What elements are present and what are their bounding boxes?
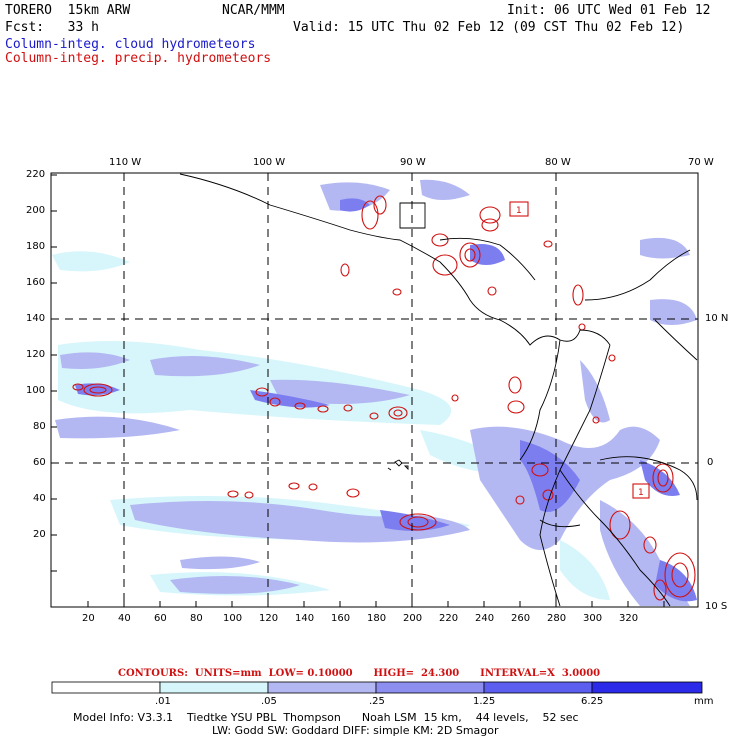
plot-frame: [50, 172, 699, 608]
y-tick-label: 80: [33, 421, 46, 432]
x-tick-label: 40: [118, 613, 131, 624]
y-tick-label: 220: [26, 169, 46, 180]
lon-label-90w: 90 W: [400, 157, 426, 168]
x-tick-label: 260: [511, 613, 531, 624]
init-time: Init: 06 UTC Wed 01 Feb 12: [507, 3, 711, 18]
axis-ticks: [51, 174, 665, 607]
x-tick-label: 80: [190, 613, 203, 624]
y-tick-label: 40: [33, 493, 46, 504]
precip-field-title: Column-integ. precip. hydrometeors: [5, 51, 272, 66]
lon-label-110w: 110 W: [109, 157, 142, 168]
y-tick-label: 100: [26, 385, 46, 396]
precip-contours: [72, 195, 696, 601]
colorbar-label: .05: [261, 696, 277, 707]
colorbar-bin: [483, 681, 593, 694]
lat-label-10s: 10 S: [705, 601, 728, 612]
model-name: TORERO 15km ARW: [5, 3, 131, 18]
colorbar-bin: [267, 681, 377, 694]
y-tick-label: 20: [33, 529, 46, 540]
organization: NCAR/MMM: [222, 3, 285, 18]
x-tick-label: 280: [547, 613, 567, 624]
lon-label-70w: 70 W: [688, 157, 714, 168]
x-tick-label: 140: [295, 613, 315, 624]
colorbar-label: 1.25: [473, 696, 496, 707]
x-tick-label: 200: [403, 613, 423, 624]
x-tick-label: 20: [82, 613, 95, 624]
colorbar-label: 6.25: [581, 696, 604, 707]
x-tick-label: 60: [154, 613, 167, 624]
x-tick-label: 220: [439, 613, 459, 624]
y-tick-label: 200: [26, 205, 46, 216]
colorbar-label: .01: [155, 696, 171, 707]
y-tick-label: 180: [26, 241, 46, 252]
y-tick-label: 160: [26, 277, 46, 288]
lon-label-100w: 100 W: [253, 157, 286, 168]
model-physics: LW: Godd SW: Goddard DIFF: simple KM: 2D…: [212, 724, 499, 737]
y-tick-label: 120: [26, 349, 46, 360]
y-tick-label: 140: [26, 313, 46, 324]
graticule: [51, 173, 698, 607]
contour-info: CONTOURS: UNITS=mm LOW= 0.10000 HIGH= 24…: [118, 668, 601, 679]
x-tick-label: 320: [619, 613, 639, 624]
colorbar-bin: [51, 681, 161, 694]
x-tick-label: 100: [223, 613, 243, 624]
x-tick-label: 300: [583, 613, 603, 624]
colorbar-bin: [591, 681, 703, 694]
coastlines: [179, 173, 698, 607]
colorbar-units: mm: [694, 696, 714, 707]
colorbar-bin: [375, 681, 485, 694]
colorbar-label: .25: [369, 696, 385, 707]
colorbar-bin: [159, 681, 269, 694]
x-tick-label: 120: [259, 613, 279, 624]
x-tick-label: 160: [331, 613, 351, 624]
lon-label-80w: 80 W: [545, 157, 571, 168]
max-box-label-north: 1: [516, 206, 522, 216]
y-tick-label: 60: [33, 457, 46, 468]
cloud-field-title: Column-integ. cloud hydrometeors: [5, 37, 256, 52]
forecast-hour: Fcst: 33 h: [5, 20, 99, 35]
valid-time: Valid: 15 UTC Thu 02 Feb 12 (09 CST Thu …: [293, 20, 685, 35]
max-box-label-south: 1: [638, 488, 644, 498]
x-tick-label: 240: [475, 613, 495, 624]
lat-label-0: 0: [707, 457, 714, 468]
lat-label-10n: 10 N: [705, 313, 729, 324]
model-info: Model Info: V3.3.1 Tiedtke YSU PBL Thomp…: [73, 711, 579, 724]
x-tick-label: 180: [367, 613, 387, 624]
